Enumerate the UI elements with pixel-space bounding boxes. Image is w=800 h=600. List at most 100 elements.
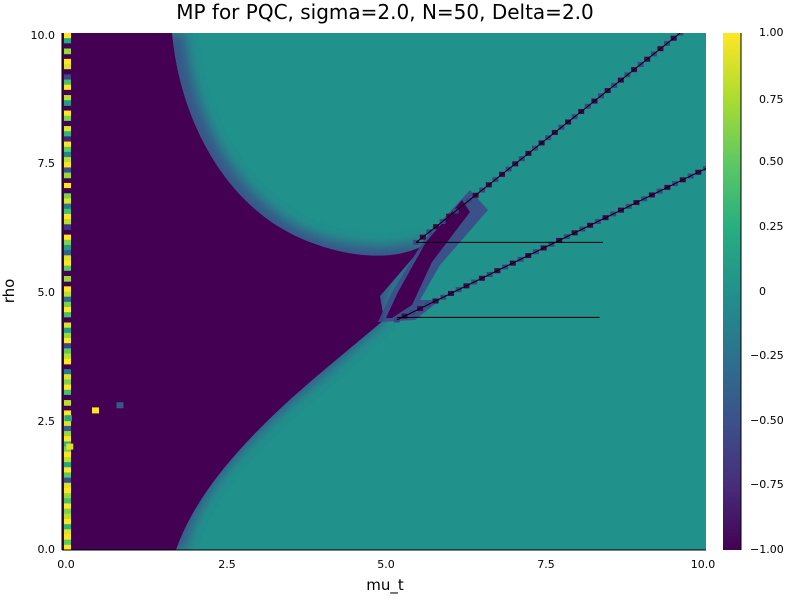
heatmap-cell bbox=[64, 239, 71, 246]
heatmap-cell bbox=[64, 472, 71, 479]
heatmap-cell bbox=[64, 425, 71, 432]
heatmap-cell bbox=[64, 255, 71, 261]
heatmap-outlier-cell bbox=[91, 407, 99, 414]
heatmap-cell bbox=[64, 420, 71, 427]
heatmap-cell bbox=[64, 296, 71, 303]
heatmap-cell bbox=[64, 172, 71, 179]
heatmap-cell bbox=[64, 188, 71, 194]
heatmap-cell bbox=[64, 513, 71, 520]
heatmap-wedge-core bbox=[386, 200, 470, 318]
heatmap-cell bbox=[64, 162, 71, 168]
heatmap-cell bbox=[64, 431, 71, 437]
heatmap-cell bbox=[64, 38, 71, 44]
heatmap-cell bbox=[64, 322, 71, 329]
heatmap-cell bbox=[64, 503, 71, 510]
heatmap-cell bbox=[64, 529, 71, 535]
heatmap-cell bbox=[64, 234, 71, 241]
colorbar-tick-label-4: 0 bbox=[759, 285, 766, 298]
overlay-line bbox=[396, 168, 706, 321]
heatmap-cell bbox=[64, 379, 71, 386]
heatmap-cell bbox=[64, 358, 71, 365]
colorbar-tick-label-8: −1.00 bbox=[750, 543, 784, 556]
heatmap-cell bbox=[64, 498, 71, 504]
heatmap-cell bbox=[64, 203, 71, 210]
y-axis-label: rho bbox=[0, 279, 18, 304]
heatmap-cell bbox=[64, 394, 71, 401]
heatmap-line-cell bbox=[703, 165, 706, 171]
y-tick-label-0: 0.0 bbox=[38, 543, 56, 556]
heatmap-cell bbox=[64, 482, 71, 489]
heatmap-outlier-cell bbox=[64, 415, 72, 422]
heatmap-cell bbox=[64, 343, 71, 349]
heatmap-cell bbox=[64, 477, 71, 484]
heatmap-cell bbox=[64, 327, 71, 334]
heatmap-cell bbox=[64, 451, 71, 458]
heatmap-cell bbox=[64, 467, 71, 473]
heatmap-cell bbox=[64, 317, 71, 324]
heatmap-cell bbox=[64, 84, 71, 91]
heatmap-cell bbox=[64, 312, 71, 318]
heatmap-plot-area bbox=[62, 33, 706, 550]
x-axis: 0.0 2.5 5.0 7.5 10.0 mu_t bbox=[57, 549, 716, 595]
heatmap-cell bbox=[64, 167, 71, 174]
heatmap-cell bbox=[64, 348, 71, 355]
y-tick-label-3: 7.5 bbox=[38, 157, 56, 170]
y-tick-label-1: 2.5 bbox=[38, 415, 56, 428]
heatmap-cell bbox=[64, 244, 71, 251]
heatmap-cell bbox=[64, 436, 71, 442]
heatmap-cell bbox=[64, 250, 71, 256]
heatmap-cell bbox=[64, 157, 71, 163]
heatmap-cell bbox=[64, 146, 71, 153]
heatmap-cell bbox=[64, 544, 71, 550]
heatmap-cell bbox=[64, 219, 71, 225]
heatmap-cell bbox=[64, 307, 71, 313]
colorbar: 1.00 0.75 0.50 0.25 0 −0.25 −0.50 −0.75 … bbox=[723, 26, 784, 556]
heatmap-cell bbox=[64, 265, 71, 272]
heatmap-cell bbox=[64, 69, 71, 75]
heatmap-cell bbox=[64, 518, 71, 525]
heatmap-cell bbox=[64, 462, 71, 468]
overlay-line bbox=[415, 33, 681, 243]
heatmap-cell bbox=[64, 524, 71, 530]
x-tick-label-1: 2.5 bbox=[218, 558, 236, 571]
x-tick-label-4: 10.0 bbox=[691, 558, 716, 571]
colorbar-tick-label-0: 1.00 bbox=[759, 26, 784, 39]
colorbar-tick-label-3: 0.25 bbox=[759, 220, 784, 233]
heatmap-cell bbox=[64, 275, 71, 282]
heatmap-cell bbox=[64, 182, 71, 189]
heatmap-outlier-cell bbox=[66, 443, 74, 450]
heatmap-cell bbox=[64, 131, 71, 137]
heatmap-cell bbox=[64, 74, 71, 81]
colorbar-tick-label-5: −0.25 bbox=[750, 349, 784, 362]
heatmap-cell bbox=[64, 95, 71, 101]
heatmap-cell bbox=[64, 126, 71, 132]
heatmap-cell bbox=[64, 338, 71, 344]
colorbar-gradient bbox=[723, 33, 741, 550]
heatmap-cell bbox=[64, 136, 71, 143]
x-tick-label-0: 0.0 bbox=[57, 558, 75, 571]
y-axis: 0.0 2.5 5.0 7.5 10.0 rho bbox=[0, 29, 63, 556]
heatmap-cell bbox=[64, 374, 71, 380]
heatmap-cell bbox=[64, 58, 71, 65]
heatmap-cell bbox=[64, 487, 71, 494]
heatmap-cell bbox=[64, 539, 71, 546]
heatmap-cell bbox=[64, 301, 71, 308]
heatmap-cell bbox=[64, 151, 71, 158]
heatmap-cell bbox=[64, 193, 71, 199]
heatmap-cell bbox=[64, 410, 71, 417]
heatmap-cell bbox=[64, 89, 71, 96]
heatmap-cell bbox=[64, 332, 71, 339]
heatmap-cell bbox=[64, 286, 71, 292]
heatmap-cell bbox=[64, 384, 71, 391]
x-axis-label: mu_t bbox=[366, 576, 404, 595]
chart-title: MP for PQC, sigma=2.0, N=50, Delta=2.0 bbox=[176, 0, 594, 24]
heatmap-cell bbox=[64, 213, 71, 220]
heatmap-cell bbox=[64, 115, 71, 122]
heatmap-cell bbox=[64, 198, 71, 205]
heatmap-cell bbox=[64, 508, 71, 515]
colorbar-tick-label-1: 0.75 bbox=[759, 93, 784, 106]
heatmap-cell bbox=[64, 100, 71, 106]
heatmap-cell bbox=[64, 389, 71, 396]
heatmap-cell bbox=[64, 270, 71, 277]
heatmap-cell bbox=[64, 456, 71, 463]
